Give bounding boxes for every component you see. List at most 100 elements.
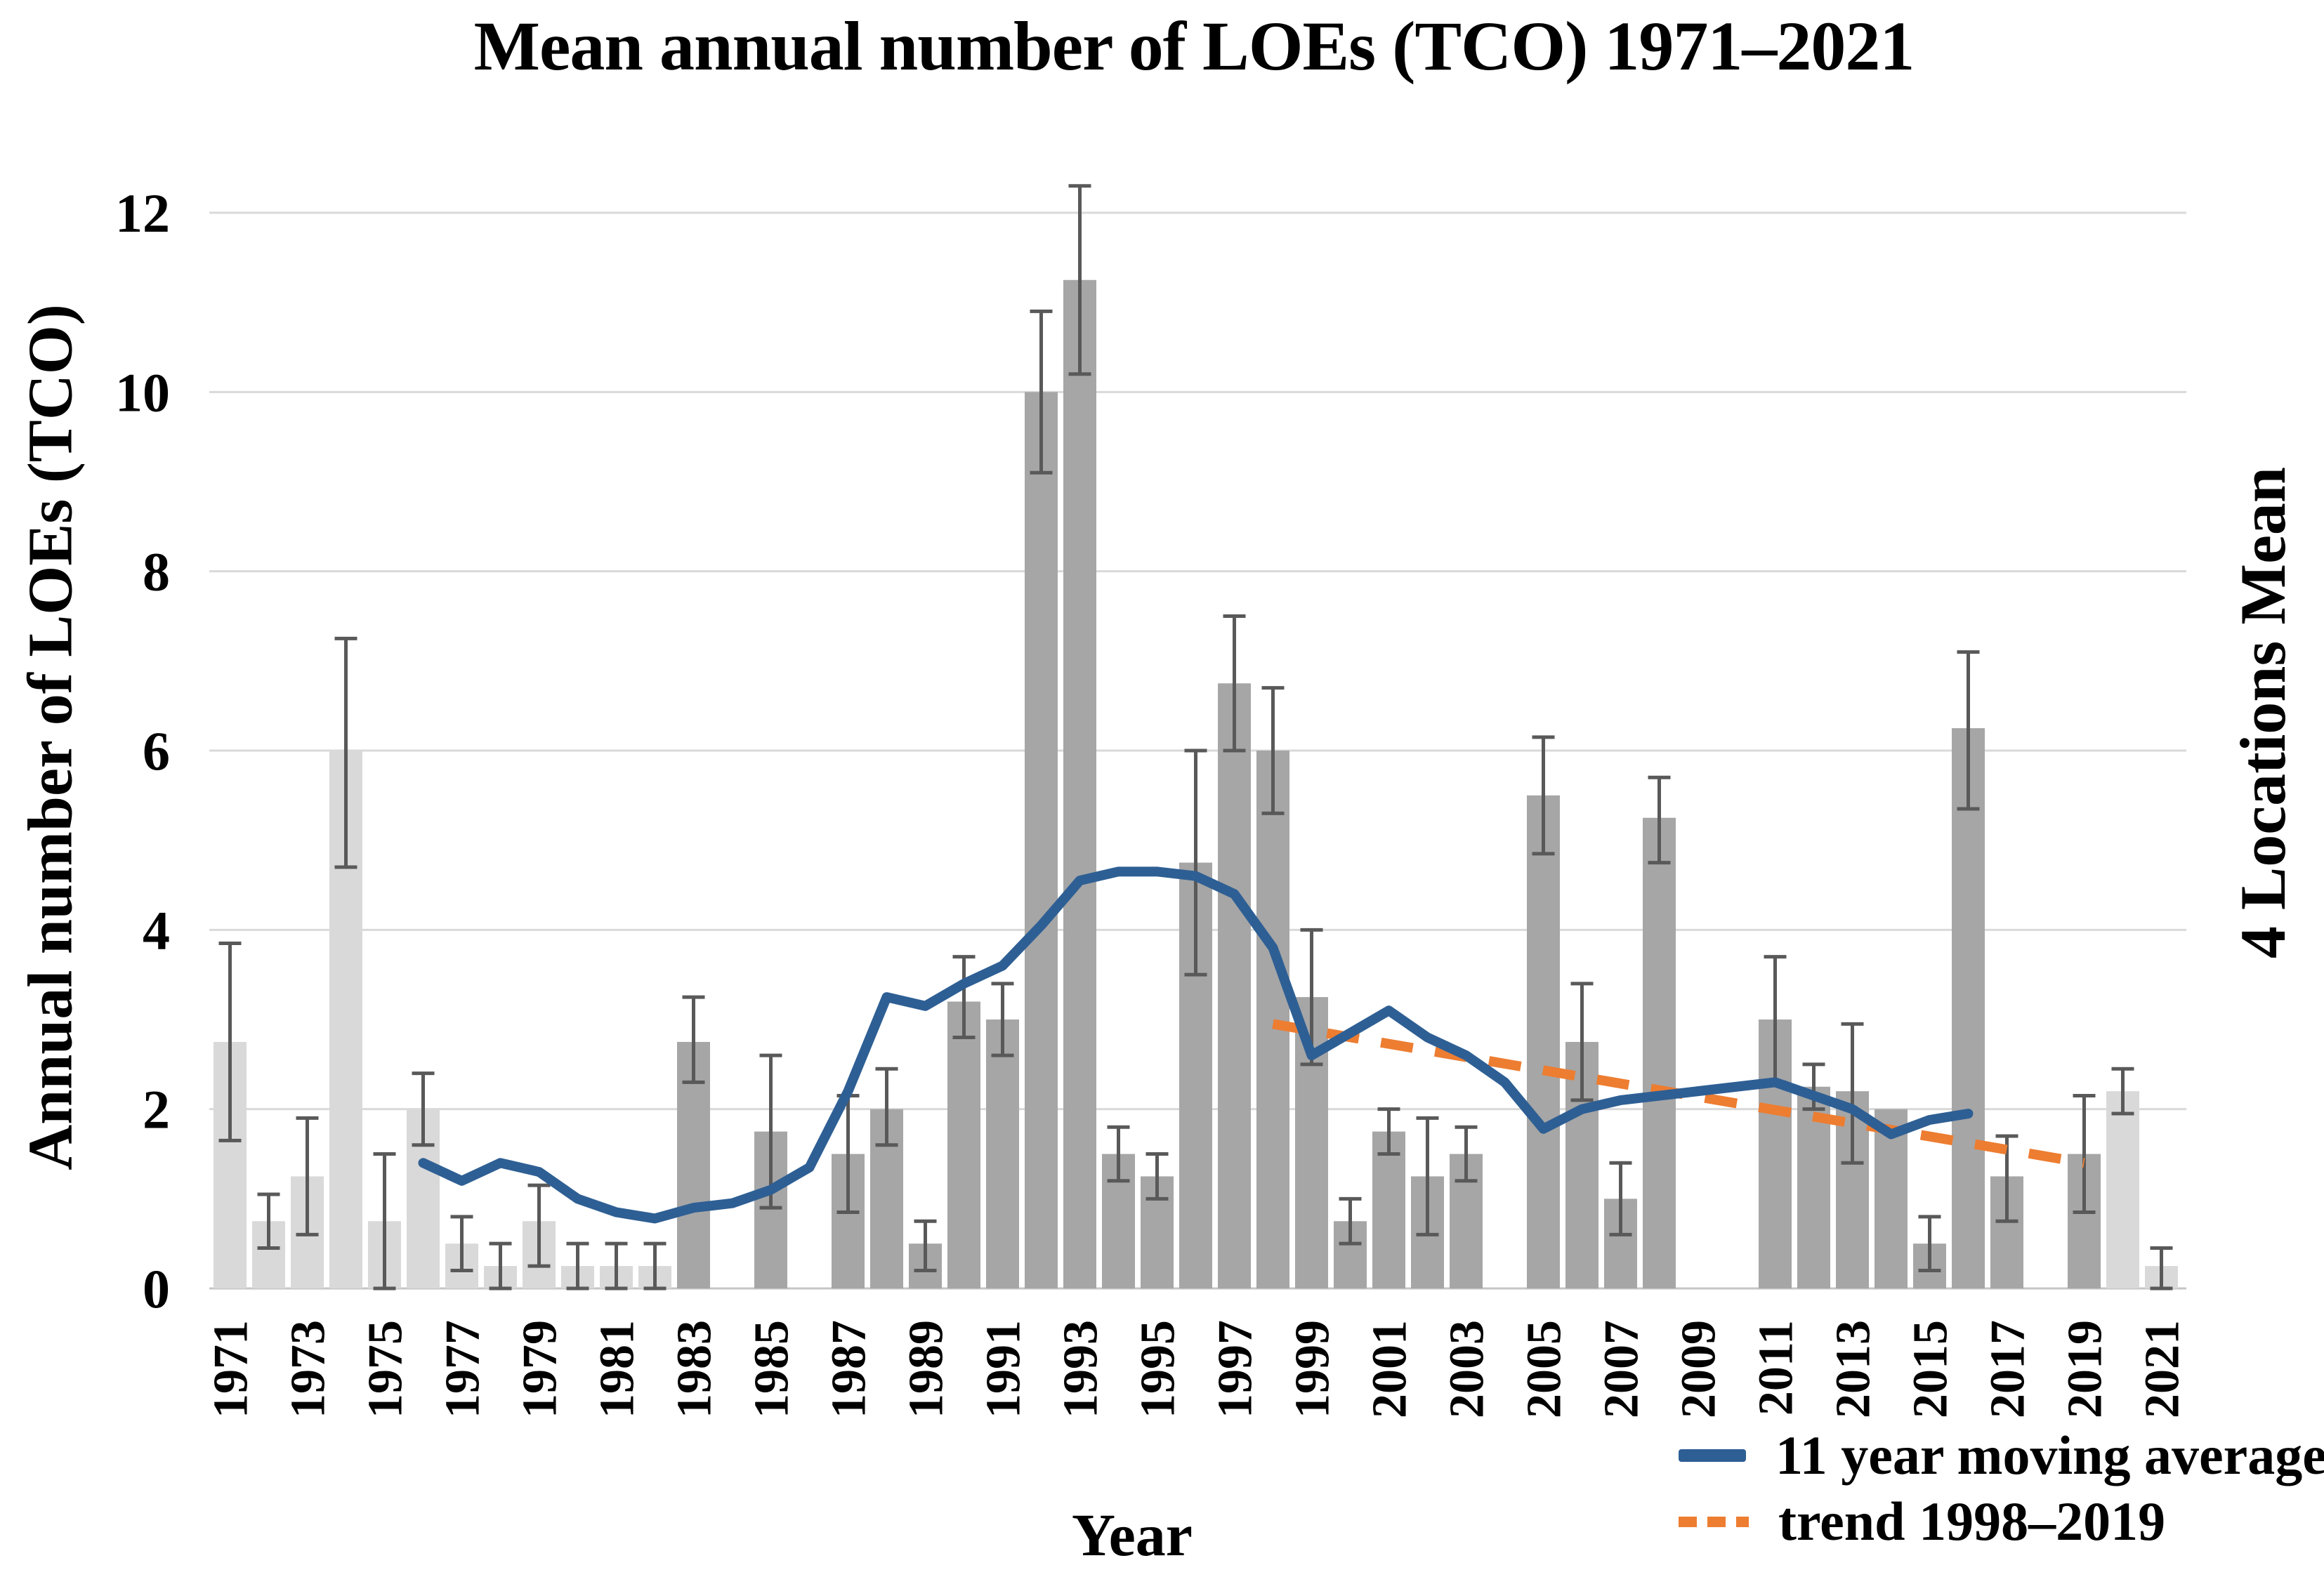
svg-text:1971: 1971 [204, 1320, 258, 1418]
chart-title: Mean annual number of LOEs (TCO) 1971–20… [473, 7, 1915, 85]
y-tick-label: 2 [143, 1079, 170, 1140]
error-bar [605, 1241, 628, 1291]
x-tick-label: 2015 [1904, 1320, 1958, 1418]
error-bar [2150, 1246, 2173, 1291]
bar [1643, 817, 1676, 1288]
x-tick-label: 2001 [1363, 1320, 1417, 1418]
error-bar [218, 941, 242, 1142]
bar [1256, 751, 1289, 1288]
error-bar [1609, 1161, 1632, 1236]
error-bar [1261, 686, 1285, 815]
legend-item-moving-average: 11 year moving average [1679, 1424, 2324, 1487]
error-bar [527, 1183, 551, 1268]
svg-text:1973: 1973 [282, 1320, 336, 1418]
x-tick-label: 1999 [1286, 1320, 1340, 1418]
y-tick-label: 8 [143, 541, 170, 602]
bar [1372, 1131, 1405, 1288]
x-tick-label: 1971 [204, 1320, 258, 1418]
x-tick-label: 2019 [2059, 1320, 2113, 1418]
svg-text:1995: 1995 [1131, 1320, 1186, 1418]
error-bar [373, 1152, 396, 1291]
error-bar [991, 982, 1014, 1057]
svg-text:1987: 1987 [822, 1320, 877, 1418]
error-bar [1455, 1125, 1478, 1183]
error-bar [1030, 309, 1053, 475]
svg-text:2007: 2007 [1595, 1320, 1649, 1418]
svg-text:2001: 2001 [1363, 1320, 1417, 1418]
error-bar [1648, 775, 1671, 865]
x-tick-label: 2013 [1827, 1320, 1881, 1418]
x-tick-label: 1981 [591, 1320, 645, 1418]
svg-text:1983: 1983 [668, 1320, 722, 1418]
error-bar [1918, 1215, 1941, 1272]
svg-text:2017: 2017 [1981, 1320, 2035, 1418]
bar [1218, 683, 1251, 1288]
error-bar [1802, 1062, 1825, 1111]
error-bar [1184, 748, 1207, 977]
error-bar [1570, 982, 1594, 1102]
error-bar [643, 1241, 667, 1291]
error-bar [1957, 650, 1980, 811]
bar [2106, 1091, 2139, 1288]
svg-text:1989: 1989 [900, 1320, 954, 1418]
svg-text:2009: 2009 [1672, 1320, 1726, 1418]
x-tick-label: 2009 [1672, 1320, 1726, 1418]
error-bar [759, 1053, 782, 1210]
svg-text:1981: 1981 [591, 1320, 645, 1418]
error-bar [1377, 1107, 1400, 1156]
error-bar [682, 995, 705, 1084]
error-bar [450, 1215, 473, 1272]
error-bar [1223, 614, 1246, 753]
x-tick-label: 1993 [1054, 1320, 1108, 1418]
error-bar [1145, 1152, 1169, 1201]
bar [947, 1001, 980, 1288]
x-tick-label: 1997 [1209, 1320, 1263, 1418]
y-tick-label: 4 [143, 899, 170, 961]
svg-text:1997: 1997 [1209, 1320, 1263, 1418]
error-bar [1416, 1116, 1439, 1236]
x-tick-label: 1975 [359, 1320, 413, 1418]
svg-text:1979: 1979 [513, 1320, 567, 1418]
x-tick-label: 1995 [1131, 1320, 1186, 1418]
y-tick-label: 12 [115, 183, 170, 244]
svg-text:1993: 1993 [1054, 1320, 1108, 1418]
error-bar [1107, 1125, 1130, 1183]
error-bar [412, 1071, 435, 1147]
y-tick-label: 6 [143, 720, 170, 781]
bar [1952, 728, 1985, 1288]
y-tick-label: 10 [115, 362, 170, 423]
trend-line-icon [1679, 1516, 1749, 1527]
bar [986, 1020, 1019, 1288]
error-bar [257, 1192, 280, 1251]
svg-text:1999: 1999 [1286, 1320, 1340, 1418]
error-bar [2111, 1067, 2134, 1116]
x-tick-label: 2005 [1518, 1320, 1572, 1418]
legend-label-trend: trend 1998–2019 [1778, 1491, 2166, 1552]
x-axis-label: Year [1072, 1501, 1193, 1569]
error-bar [1339, 1196, 1362, 1246]
x-tick-label: 1989 [900, 1320, 954, 1418]
x-tick-label: 2017 [1981, 1320, 2035, 1418]
error-bar [296, 1116, 319, 1236]
svg-text:1985: 1985 [745, 1320, 799, 1418]
error-bar [1995, 1134, 2018, 1223]
error-bar [566, 1241, 589, 1291]
error-bar [1068, 184, 1091, 376]
y-tick-label: 0 [143, 1258, 170, 1319]
svg-text:2019: 2019 [2059, 1320, 2113, 1418]
legend-item-trend: trend 1998–2019 [1679, 1490, 2324, 1553]
svg-text:2013: 2013 [1827, 1320, 1881, 1418]
x-tick-label: 1977 [436, 1320, 490, 1418]
x-tick-label: 2003 [1440, 1320, 1495, 1418]
x-tick-label: 1987 [822, 1320, 877, 1418]
moving-average-line [418, 866, 1974, 1224]
x-tick-label: 1973 [282, 1320, 336, 1418]
error-bar [1841, 1022, 1864, 1165]
svg-text:1977: 1977 [436, 1320, 490, 1418]
moving-average-line-icon [1679, 1449, 1746, 1462]
bar [1527, 795, 1560, 1288]
error-bar [952, 955, 976, 1040]
x-tick-label: 1991 [977, 1320, 1031, 1418]
